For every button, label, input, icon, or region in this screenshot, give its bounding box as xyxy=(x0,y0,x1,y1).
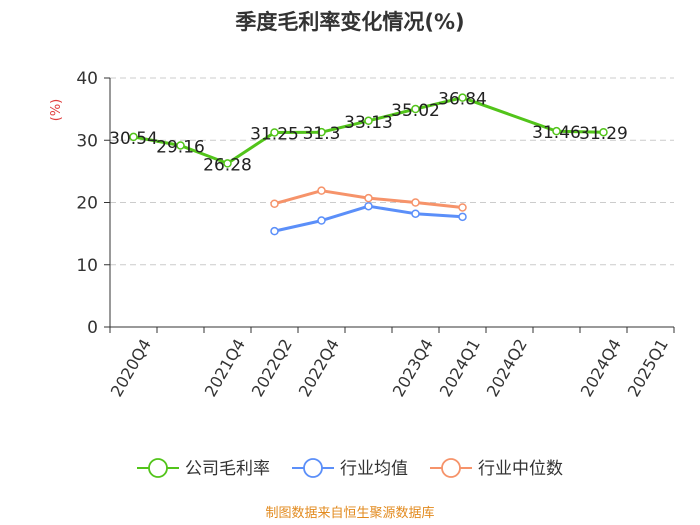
y-tick-label: 0 xyxy=(87,318,98,338)
data-label: 29.16 xyxy=(156,137,205,157)
y-axis-label: (%) xyxy=(49,99,64,122)
x-tick-label: 2024Q1 xyxy=(436,336,484,400)
data-label: 35.02 xyxy=(391,101,440,121)
data-point xyxy=(599,127,608,137)
data-point xyxy=(411,104,420,114)
y-tick-label: 10 xyxy=(76,256,98,276)
data-label: 31.25 xyxy=(250,124,299,144)
data-point xyxy=(458,203,467,212)
data-point xyxy=(270,199,279,208)
legend-marker-1 xyxy=(303,458,323,478)
data-point xyxy=(458,93,467,102)
data-point xyxy=(317,216,326,225)
data-point xyxy=(317,127,326,137)
data-label: 26.28 xyxy=(203,155,252,175)
data-point xyxy=(364,201,373,211)
source-note: 制图数据来自恒生聚源数据库 xyxy=(265,506,435,521)
data-label: 36.84 xyxy=(438,90,487,110)
y-tick-label: 40 xyxy=(76,69,98,89)
legend-label-1: 行业均值 xyxy=(340,459,408,479)
legend-label-0: 公司毛利率 xyxy=(185,459,270,479)
data-point xyxy=(364,193,373,203)
data-label: 30.54 xyxy=(109,129,158,149)
legend-label-2: 行业中位数 xyxy=(478,459,563,479)
chart-title: 季度毛利率变化情况(%) xyxy=(235,10,465,34)
data-point xyxy=(270,226,279,236)
x-tick-label: 2024Q4 xyxy=(577,336,625,400)
y-tick-label: 30 xyxy=(76,131,98,151)
data-point xyxy=(411,198,420,207)
x-tick-label: 2021Q4 xyxy=(201,336,249,400)
x-tick-label: 2022Q4 xyxy=(295,336,343,400)
data-point xyxy=(270,128,279,137)
x-tick-label: 2025Q1 xyxy=(624,336,672,400)
series-line-0 xyxy=(133,96,604,165)
data-label: 31.46 xyxy=(532,123,581,143)
data-label: 31.29 xyxy=(579,124,628,144)
data-point xyxy=(317,186,326,195)
data-label: 31.3 xyxy=(303,124,341,144)
x-tick-label: 2022Q2 xyxy=(248,336,296,400)
x-tick-label: 2020Q4 xyxy=(107,336,155,400)
data-point xyxy=(176,141,185,150)
data-point xyxy=(223,159,232,168)
data-point xyxy=(129,132,138,142)
data-point xyxy=(364,116,373,126)
data-point xyxy=(458,212,467,222)
x-tick-label: 2023Q4 xyxy=(389,336,437,400)
legend-marker-0 xyxy=(148,458,168,478)
data-point xyxy=(552,126,561,136)
legend-marker-2 xyxy=(441,458,461,478)
data-point xyxy=(411,209,420,218)
data-label: 33.13 xyxy=(344,113,393,133)
y-tick-label: 20 xyxy=(76,194,98,214)
x-tick-label: 2024Q2 xyxy=(483,336,531,400)
